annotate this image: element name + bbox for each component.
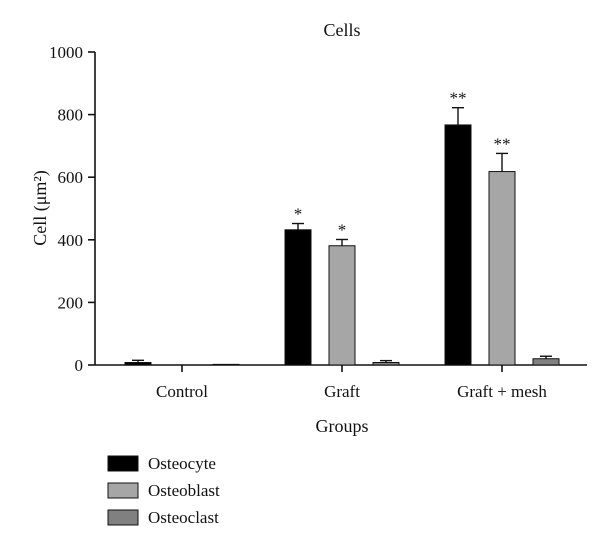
y-axis-label: Cell (μm²) (30, 170, 51, 246)
x-tick-label: Graft + mesh (457, 382, 547, 401)
y-tick-label: 800 (58, 106, 84, 125)
chart-title: Cells (323, 20, 360, 40)
legend: Osteocyte Osteoblast Osteoclast (107, 454, 220, 527)
y-tick-label: 400 (58, 231, 84, 250)
bar-osteoblast (488, 171, 516, 366)
significance-marker: * (338, 220, 347, 239)
bar-osteocyte (124, 361, 152, 366)
y-tick-label: 600 (58, 168, 84, 187)
legend-label: Osteoblast (148, 481, 220, 500)
legend-label: Osteoclast (148, 508, 219, 527)
bar-osteocyte (444, 124, 472, 366)
y-tick-label: 1000 (49, 43, 83, 62)
bar-osteoclast (372, 361, 400, 366)
legend-label: Osteocyte (148, 454, 216, 473)
bar-osteoclast (212, 363, 240, 366)
legend-swatch-osteoclast (107, 509, 139, 526)
legend-swatch-osteocyte (107, 455, 139, 472)
significance-marker: ** (494, 134, 511, 153)
y-tick-label: 0 (75, 356, 84, 375)
y-tick-label: 200 (58, 293, 84, 312)
bar-osteoblast (328, 245, 356, 366)
significance-marker: ** (450, 89, 467, 108)
x-axis-label: Groups (316, 416, 369, 436)
legend-swatch-osteoblast (107, 482, 139, 499)
x-tick-label: Graft (324, 382, 360, 401)
significance-marker: * (294, 205, 303, 224)
x-tick-label: Control (156, 382, 208, 401)
bar-osteoclast (532, 358, 560, 366)
bar-osteocyte (284, 229, 312, 366)
